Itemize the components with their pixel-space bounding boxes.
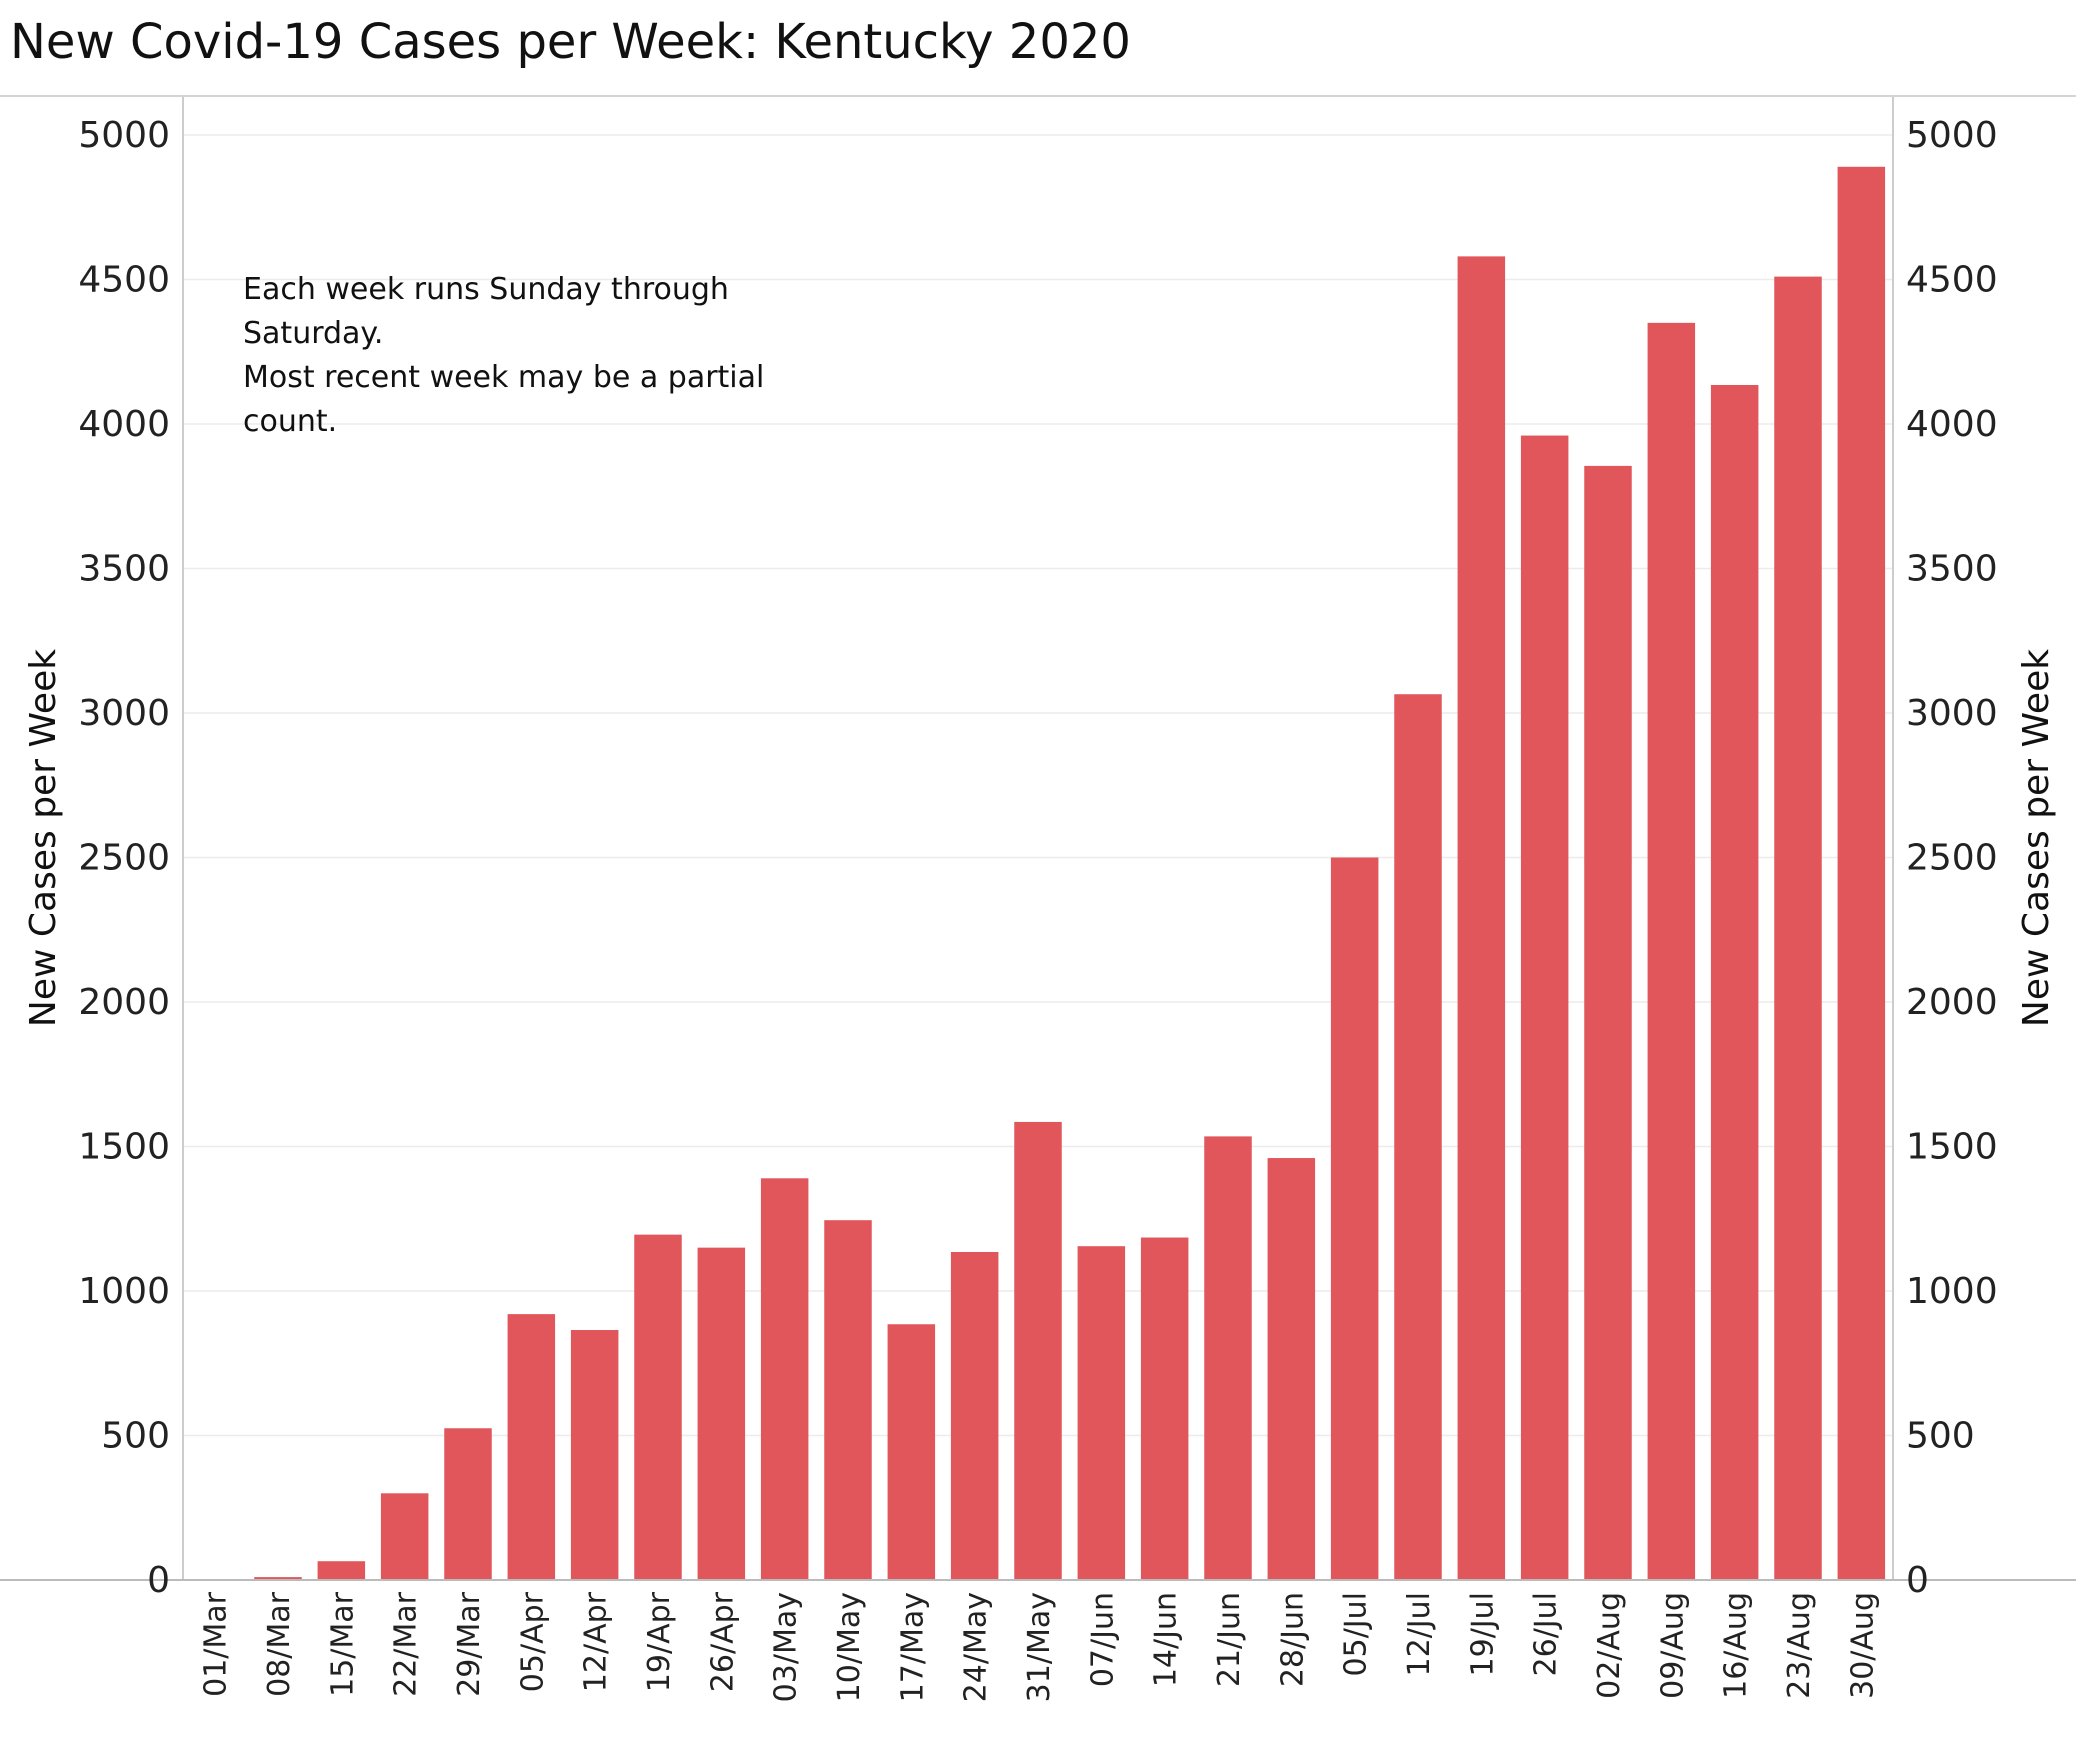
- x-tick-label: 21/Jun: [1212, 1592, 1247, 1687]
- bar: [1140, 1237, 1189, 1580]
- y-tick-label-right: 4000: [1906, 404, 1998, 445]
- y-tick-label-left: 2000: [78, 982, 170, 1023]
- bar: [1584, 465, 1632, 1580]
- bar: [254, 1577, 302, 1580]
- annotation-line: Most recent week may be a partial count.: [243, 360, 774, 439]
- y-tick-label-right: 1000: [1906, 1271, 1998, 1312]
- x-tick-label: 31/May: [1022, 1592, 1057, 1702]
- bar: [1204, 1136, 1252, 1580]
- bar: [1267, 1158, 1316, 1580]
- x-tick-label: 23/Aug: [1782, 1592, 1817, 1699]
- x-tick-label: 10/May: [832, 1592, 867, 1702]
- x-tick-label: 09/Aug: [1655, 1592, 1690, 1699]
- bar: [697, 1247, 746, 1580]
- x-tick-label: 19/Apr: [642, 1591, 677, 1692]
- bar: [1710, 384, 1759, 1580]
- annotation-line: Each week runs Sunday through Saturday.: [243, 272, 739, 351]
- bar: [444, 1428, 492, 1580]
- y-tick-label-right: 5000: [1906, 115, 1998, 156]
- y-axis-right-ticks: 0 500 1000 1500 2000 2500 3000 3500 4000 4500 5000: [1906, 115, 1998, 1601]
- x-tick-label: 07/Jun: [1085, 1592, 1120, 1687]
- y-tick-label-right: 2500: [1906, 838, 1998, 879]
- x-tick-label: 03/May: [769, 1592, 804, 1702]
- y-tick-label-left: 0: [147, 1560, 170, 1601]
- y-tick-label-right: 0: [1906, 1560, 1929, 1601]
- bar: [1457, 256, 1506, 1580]
- chart-title: New Covid-19 Cases per Week: Kentucky 20…: [10, 14, 1131, 70]
- bar: [1330, 857, 1379, 1580]
- x-tick-label: 30/Aug: [1845, 1592, 1880, 1699]
- x-tick-label: 08/Mar: [262, 1591, 297, 1697]
- x-tick-label: 12/Jul: [1402, 1592, 1437, 1676]
- bar: [887, 1324, 936, 1580]
- chart-annotation: Each week runs Sunday through Saturday. …: [243, 268, 803, 444]
- y-tick-label-left: 4000: [78, 404, 170, 445]
- x-tick-label: 16/Aug: [1719, 1592, 1754, 1699]
- bar: [1077, 1246, 1126, 1580]
- y-tick-label-left: 2500: [78, 838, 170, 879]
- axes: [0, 97, 2076, 1581]
- bars: [254, 166, 1886, 1581]
- y-tick-label-left: 5000: [78, 115, 170, 156]
- x-tick-label: 01/Mar: [199, 1591, 234, 1697]
- y-axis-right-title: New Cases per Week: [2016, 649, 2057, 1027]
- y-tick-label-left: 3500: [78, 549, 170, 590]
- y-tick-label-right: 2000: [1906, 982, 1998, 1023]
- bar: [760, 1178, 809, 1580]
- bar: [1014, 1121, 1062, 1580]
- y-tick-label-left: 1500: [78, 1127, 170, 1168]
- y-tick-label-right: 3000: [1906, 693, 1998, 734]
- y-axis-left-title: New Cases per Week: [23, 649, 64, 1027]
- bar: [1647, 322, 1696, 1581]
- bar: [317, 1561, 366, 1580]
- x-tick-label: 02/Aug: [1592, 1592, 1627, 1699]
- y-tick-label-left: 3000: [78, 693, 170, 734]
- y-tick-label-left: 4500: [78, 260, 170, 301]
- x-tick-label: 26/Apr: [705, 1591, 740, 1692]
- y-tick-label-left: 1000: [78, 1271, 170, 1312]
- x-tick-label: 05/Apr: [515, 1591, 550, 1692]
- bar: [1774, 276, 1822, 1580]
- x-tick-label: 28/Jun: [1275, 1592, 1310, 1687]
- x-axis-ticks: 01/Mar 08/Mar 15/Mar 22/Mar 29/Mar 05/Apr 12/A…: [199, 1591, 1881, 1702]
- bar: [824, 1220, 872, 1580]
- x-tick-label: 22/Mar: [389, 1591, 424, 1697]
- x-tick-label: 17/May: [895, 1592, 930, 1702]
- y-tick-label-left: 500: [101, 1416, 170, 1457]
- bar: [507, 1314, 556, 1580]
- bar: [1837, 166, 1886, 1580]
- y-tick-label-right: 3500: [1906, 549, 1998, 590]
- bar: [950, 1251, 999, 1580]
- bar: [570, 1330, 619, 1580]
- x-tick-label: 05/Jul: [1339, 1592, 1374, 1676]
- bar: [1520, 435, 1569, 1580]
- bar: [1394, 694, 1442, 1580]
- y-axis-left-ticks: 0 500 1000 1500 2000 2500 3000 3500 4000 4500 5000: [78, 115, 170, 1601]
- bar: [634, 1234, 682, 1580]
- y-tick-label-right: 500: [1906, 1416, 1975, 1457]
- y-tick-label-right: 1500: [1906, 1127, 1998, 1168]
- x-tick-label: 15/Mar: [325, 1591, 360, 1697]
- x-tick-label: 19/Jul: [1465, 1592, 1500, 1676]
- bar: [380, 1493, 429, 1580]
- title-divider: [0, 95, 2076, 97]
- x-tick-label: 29/Mar: [452, 1591, 487, 1697]
- y-tick-label-right: 4500: [1906, 260, 1998, 301]
- x-tick-label: 26/Jul: [1529, 1592, 1564, 1676]
- x-tick-label: 14/Jun: [1149, 1592, 1184, 1687]
- x-tick-label: 24/May: [959, 1592, 994, 1702]
- x-tick-label: 12/Apr: [579, 1591, 614, 1692]
